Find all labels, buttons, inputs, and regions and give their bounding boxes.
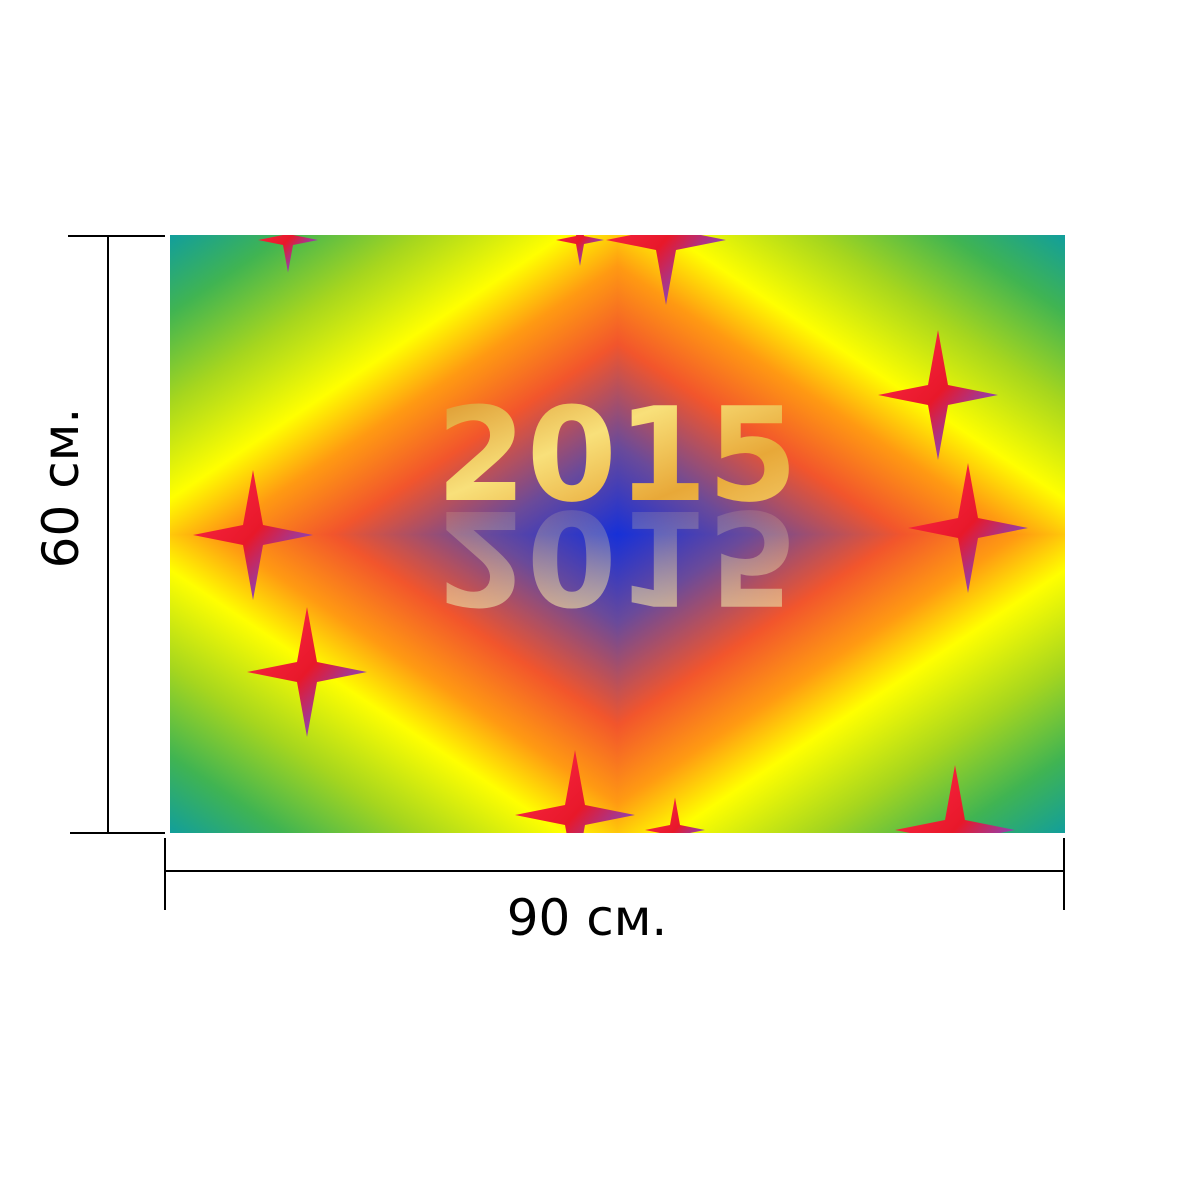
year-reflection: 2015 — [436, 481, 798, 633]
poster: 2015 2015 — [170, 235, 1065, 833]
background — [617, 235, 1065, 535]
height-label: 60 см. — [32, 408, 90, 569]
background — [170, 235, 618, 535]
background — [617, 534, 1065, 833]
background — [170, 534, 618, 833]
width-label: 90 см. — [507, 889, 668, 947]
year-text: 2015 — [436, 379, 798, 531]
dimension-lines — [68, 235, 1065, 910]
